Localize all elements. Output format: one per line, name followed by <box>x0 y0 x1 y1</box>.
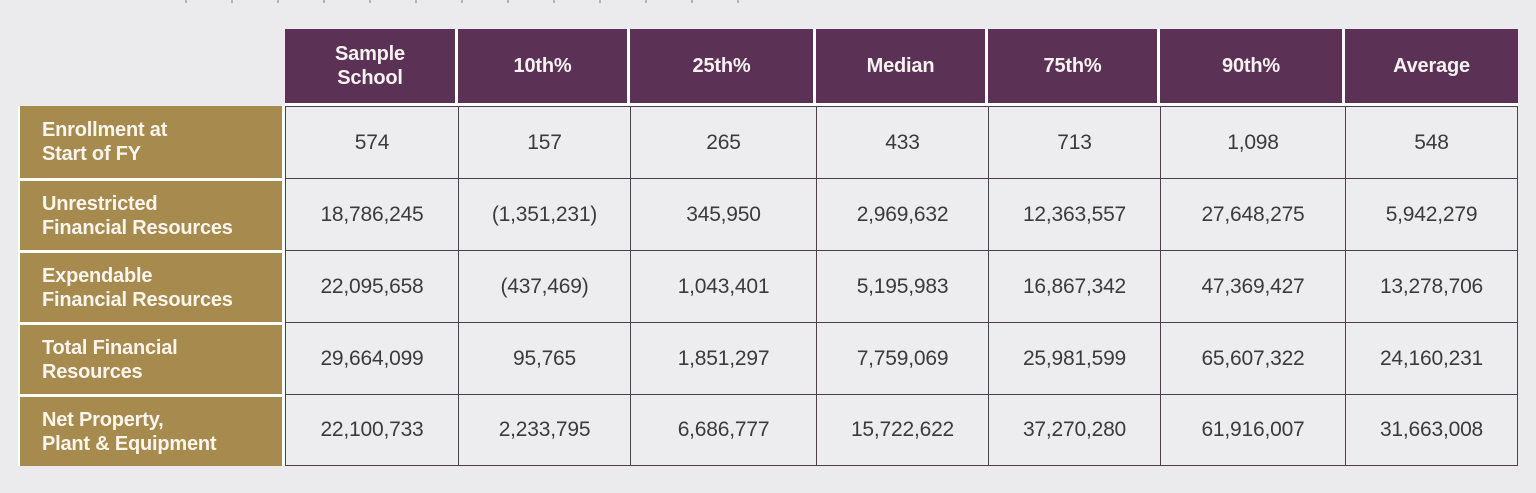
table-cell: (437,469) <box>458 250 630 322</box>
corner-spacer <box>18 29 285 106</box>
table-cell: 433 <box>816 106 988 178</box>
table-cell: 15,722,622 <box>816 394 988 466</box>
table-cell: 1,851,297 <box>630 322 816 394</box>
table-cell: 27,648,275 <box>1160 178 1345 250</box>
table-cell: 157 <box>458 106 630 178</box>
column-header-90th-percentile: 90th% <box>1160 29 1345 106</box>
column-header-median: Median <box>816 29 988 106</box>
table-cell: 12,363,557 <box>988 178 1160 250</box>
financial-summary-table: Sample School 10th% 25th% Median 75th% 9… <box>18 29 1518 466</box>
column-header-75th-percentile: 75th% <box>988 29 1160 106</box>
table-cell: 95,765 <box>458 322 630 394</box>
table-cell: 13,278,706 <box>1345 250 1518 322</box>
table-cell: 47,369,427 <box>1160 250 1345 322</box>
table-cell: 5,195,983 <box>816 250 988 322</box>
table-row-total-financial-resources: Total Financial Resources 29,664,099 95,… <box>18 322 1518 394</box>
table-cell: 16,867,342 <box>988 250 1160 322</box>
table-cell: 2,969,632 <box>816 178 988 250</box>
table-row-expendable-financial-resources: Expendable Financial Resources 22,095,65… <box>18 250 1518 322</box>
table-cell: 25,981,599 <box>988 322 1160 394</box>
column-header-average: Average <box>1345 29 1518 106</box>
row-header-total-financial-resources: Total Financial Resources <box>18 322 285 394</box>
table-cell: 18,786,245 <box>285 178 458 250</box>
table-cell: 31,663,008 <box>1345 394 1518 466</box>
table-cell: 548 <box>1345 106 1518 178</box>
table-cell: 713 <box>988 106 1160 178</box>
table-cell: 22,100,733 <box>285 394 458 466</box>
table-cell: 7,759,069 <box>816 322 988 394</box>
table-row-enrollment: Enrollment at Start of FY 574 157 265 43… <box>18 106 1518 178</box>
table-cell: 265 <box>630 106 816 178</box>
header-row: Sample School 10th% 25th% Median 75th% 9… <box>18 29 1518 106</box>
table-row-unrestricted-financial-resources: Unrestricted Financial Resources 18,786,… <box>18 178 1518 250</box>
table-cell: 5,942,279 <box>1345 178 1518 250</box>
column-header-10th-percentile: 10th% <box>458 29 630 106</box>
row-header-net-property-plant-equipment: Net Property, Plant & Equipment <box>18 394 285 466</box>
table-cell: 345,950 <box>630 178 816 250</box>
table-cell: 29,664,099 <box>285 322 458 394</box>
column-header-25th-percentile: 25th% <box>630 29 816 106</box>
table-row-net-property-plant-equipment: Net Property, Plant & Equipment 22,100,7… <box>18 394 1518 466</box>
table-cell: 6,686,777 <box>630 394 816 466</box>
row-header-expendable-financial-resources: Expendable Financial Resources <box>18 250 285 322</box>
table-cell: 37,270,280 <box>988 394 1160 466</box>
table-cell: 24,160,231 <box>1345 322 1518 394</box>
table-cell: 2,233,795 <box>458 394 630 466</box>
table-cell: 1,043,401 <box>630 250 816 322</box>
row-header-enrollment: Enrollment at Start of FY <box>18 106 285 178</box>
table-cell: 61,916,007 <box>1160 394 1345 466</box>
table-cell: (1,351,231) <box>458 178 630 250</box>
table-cell: 22,095,658 <box>285 250 458 322</box>
row-header-unrestricted-financial-resources: Unrestricted Financial Resources <box>18 178 285 250</box>
table-cell: 1,098 <box>1160 106 1345 178</box>
table-cell: 65,607,322 <box>1160 322 1345 394</box>
table-cell: 574 <box>285 106 458 178</box>
cropped-text-fragment <box>185 0 755 3</box>
column-header-sample-school: Sample School <box>285 29 458 106</box>
